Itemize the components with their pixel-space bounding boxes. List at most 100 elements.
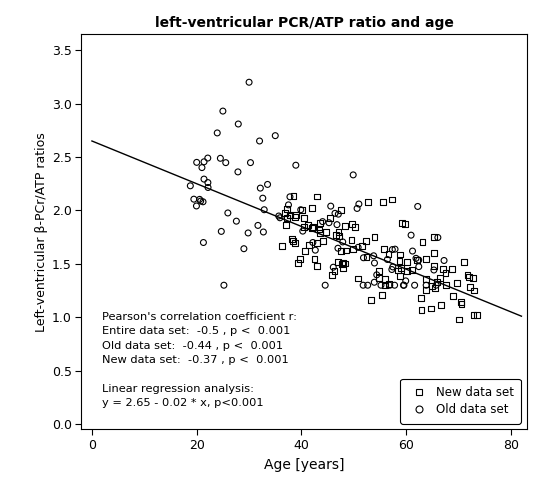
New data set (327, 271, 336, 279)
New data set (334, 232, 343, 240)
New data set (465, 284, 474, 291)
New data set (282, 205, 291, 213)
New data set (304, 242, 313, 249)
New data set (469, 311, 478, 319)
New data set (388, 196, 396, 203)
New data set (361, 237, 370, 245)
New data set (397, 264, 406, 272)
New data set (400, 220, 409, 228)
New data set (315, 219, 324, 227)
New data set (312, 262, 321, 270)
New data set (289, 192, 298, 200)
New data set (281, 222, 290, 229)
New data set (277, 243, 286, 250)
New data set (427, 305, 435, 312)
New data set (453, 280, 462, 287)
New data set (313, 239, 321, 246)
New data set (457, 298, 465, 306)
Old data set (370, 278, 378, 286)
New data set (353, 275, 362, 283)
New data set (330, 267, 339, 275)
Old data set (204, 179, 212, 186)
Old data set (399, 281, 408, 289)
Old data set (199, 198, 207, 205)
New data set (457, 300, 466, 307)
Old data set (233, 168, 242, 176)
New data set (347, 236, 356, 244)
New data set (280, 209, 289, 217)
Old data set (318, 218, 327, 225)
Old data set (219, 281, 228, 289)
Old data set (333, 244, 342, 252)
New data set (398, 219, 407, 227)
New data set (364, 198, 372, 206)
Old data set (401, 277, 410, 285)
New data set (339, 260, 348, 267)
Old data set (354, 244, 363, 251)
New data set (283, 214, 292, 222)
New data set (385, 280, 394, 288)
New data set (367, 296, 376, 304)
New data set (334, 228, 343, 236)
Old data set (234, 120, 243, 128)
New data set (454, 316, 463, 324)
New data set (427, 282, 436, 290)
Old data set (430, 266, 438, 274)
Old data set (390, 281, 399, 289)
New data set (307, 204, 316, 212)
Title: left-ventricular PCR/ATP ratio and age: left-ventricular PCR/ATP ratio and age (155, 16, 453, 30)
New data set (437, 301, 446, 309)
Old data set (408, 247, 417, 255)
Old data set (276, 214, 285, 222)
Old data set (218, 107, 227, 115)
New data set (342, 246, 351, 254)
New data set (396, 272, 405, 280)
Old data set (216, 154, 225, 162)
Old data set (311, 246, 320, 254)
New data set (291, 213, 300, 221)
New data set (465, 273, 473, 281)
New data set (430, 233, 439, 241)
Old data set (200, 158, 209, 166)
Old data set (370, 259, 379, 267)
Old data set (200, 175, 209, 183)
Old data set (190, 195, 198, 203)
New data set (332, 231, 341, 239)
New data set (417, 306, 426, 314)
Old data set (369, 252, 378, 260)
New data set (469, 286, 478, 294)
Legend: New data set, Old data set: New data set, Old data set (400, 379, 521, 424)
Old data set (359, 254, 368, 262)
New data set (300, 224, 308, 231)
Old data set (217, 227, 226, 235)
Old data set (246, 159, 255, 166)
Old data set (433, 234, 442, 242)
New data set (321, 228, 330, 236)
New data set (341, 222, 350, 230)
Old data set (383, 256, 392, 264)
New data set (384, 250, 393, 258)
Old data set (258, 194, 267, 202)
New data set (315, 225, 324, 233)
New data set (292, 211, 300, 219)
New data set (326, 214, 334, 222)
New data set (313, 193, 321, 201)
Old data set (400, 281, 408, 289)
New data set (349, 245, 358, 253)
New data set (422, 286, 431, 294)
New data set (362, 253, 371, 261)
New data set (341, 260, 350, 267)
New data set (304, 221, 313, 229)
New data set (338, 264, 347, 272)
New data set (378, 198, 387, 205)
New data set (286, 211, 294, 219)
New data set (436, 274, 445, 282)
New data set (380, 282, 389, 289)
Old data set (224, 209, 232, 217)
Old data set (377, 281, 386, 289)
Old data set (195, 196, 204, 203)
Old data set (388, 265, 396, 273)
New data set (439, 265, 447, 273)
Old data set (411, 281, 419, 289)
Old data set (286, 193, 294, 201)
